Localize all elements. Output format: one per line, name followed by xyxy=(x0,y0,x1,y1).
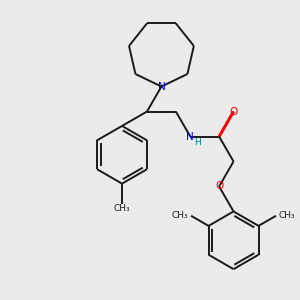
Text: N: N xyxy=(186,131,194,142)
Text: O: O xyxy=(230,106,238,116)
Text: CH₃: CH₃ xyxy=(114,204,130,213)
Text: N: N xyxy=(158,82,165,92)
Text: CH₃: CH₃ xyxy=(279,211,296,220)
Text: CH₃: CH₃ xyxy=(172,211,188,220)
Text: O: O xyxy=(215,182,223,191)
Text: H: H xyxy=(194,138,201,147)
